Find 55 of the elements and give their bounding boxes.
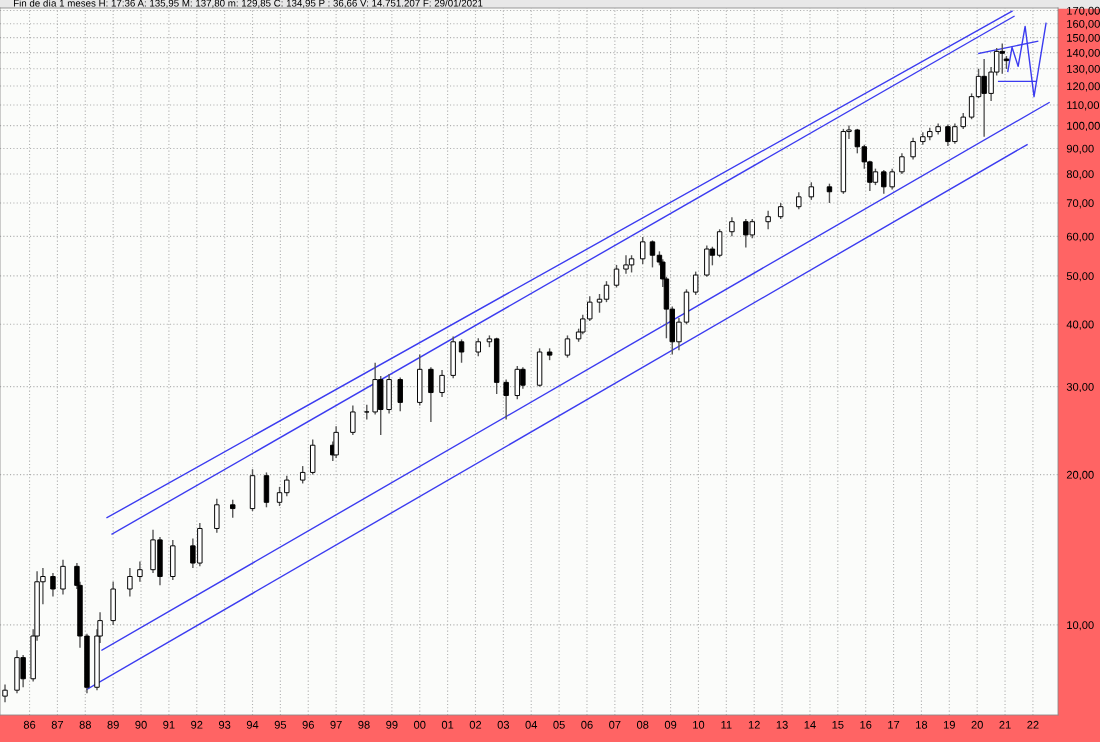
x-tick-label: 94 [246,720,259,729]
x-tick-label: 96 [302,720,314,729]
y-tick-label: 10,00 [1067,621,1094,631]
y-tick-label: 120,00 [1067,82,1100,92]
y-tick-label: 150,00 [1067,33,1100,44]
x-tick-label: 07 [609,720,621,729]
x-tick-label: 91 [163,720,175,729]
x-tick-label: 16 [860,720,872,729]
chart-title: Fin de día 1 meses H: 17:36 A: 135,95 M: 137,80 m: 129,85 C: 134,95 P : 36,66 V: 14.751.207 F: 29/01/2021 [14,0,483,8]
x-tick-label: 99 [386,720,398,729]
x-tick-label: 03 [497,720,510,729]
y-tick-label: 70,00 [1066,199,1094,209]
y-tick-label: 20,00 [1066,470,1094,481]
x-tick-label: 20 [971,720,983,729]
x-tick-label: 88 [79,720,91,729]
x-tick-label: 22 [1027,720,1039,729]
x-tick-label: 00 [414,720,426,729]
x-tick-label: 01 [441,720,454,729]
x-tick-label: 05 [553,720,565,729]
y-tick-label: 90,00 [1066,144,1094,154]
x-tick-label: 92 [191,720,203,729]
y-tick-label: 80,00 [1066,170,1094,180]
y-tick-label: 140,00 [1067,48,1100,59]
y-tick-label: 160,00 [1067,19,1100,30]
x-tick-label: 11 [721,720,732,729]
x-tick-label: 12 [748,720,760,729]
x-tick-label: 08 [636,720,649,729]
x-tick-label: 18 [916,720,928,729]
x-tick-label: 10 [693,720,705,729]
x-tick-label: 13 [776,720,788,729]
y-tick-label: 130,00 [1067,64,1100,75]
x-tick-label: 17 [888,720,900,729]
x-tick-label: 86 [23,720,36,729]
y-tick-label: 100,00 [1067,121,1100,132]
y-tick-label: 60,00 [1066,232,1094,242]
y-tick-label: 30,00 [1066,382,1094,393]
y-tick-label: 50,00 [1066,272,1094,282]
x-tick-label: 14 [804,720,816,729]
x-tick-label: 09 [664,720,677,729]
x-tick-label: 93 [218,720,231,729]
x-tick-label: 21 [999,720,1011,729]
x-tick-label: 90 [135,720,147,729]
x-tick-label: 97 [330,720,342,729]
x-tick-label: 95 [274,720,287,729]
x-tick-label: 02 [469,720,482,729]
x-tick-label: 06 [581,720,593,729]
y-tick-label: 170,00 [1067,6,1100,16]
x-tick-label: 15 [832,720,844,729]
y-tick-label: 110,00 [1067,101,1100,111]
x-tick-label: 89 [107,720,119,729]
x-tick-label: 04 [525,720,538,729]
x-tick-label: 19 [943,720,955,729]
x-tick-label: 87 [51,720,64,729]
y-tick-label: 40,00 [1066,320,1094,330]
x-tick-label: 98 [358,720,370,729]
